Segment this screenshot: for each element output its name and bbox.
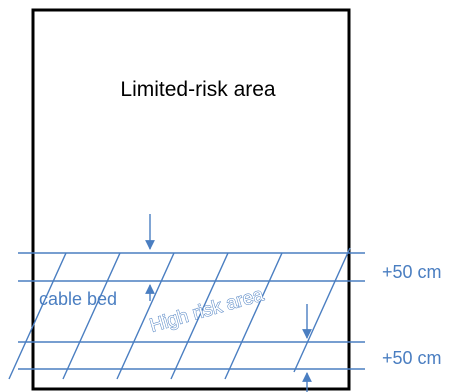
cable-bed-label: cable bed [39,289,117,309]
hatch-line [170,252,229,380]
hatch-line [62,252,121,380]
hatch-line [293,247,351,373]
dimension-arrows [145,214,312,392]
limited-risk-area-label: Limited-risk area [120,78,276,101]
offset-bottom-label: +50 cm [382,348,442,368]
offset-top-label: +50 cm [382,262,442,282]
high-risk-area-label: High risk area [148,284,267,337]
hatch-line [8,252,67,380]
area-frame [31,8,351,391]
hatch-line [116,252,175,380]
high-risk-hatching [8,247,351,380]
hatch-line [224,252,283,380]
zone-boundary-lines [18,252,365,370]
